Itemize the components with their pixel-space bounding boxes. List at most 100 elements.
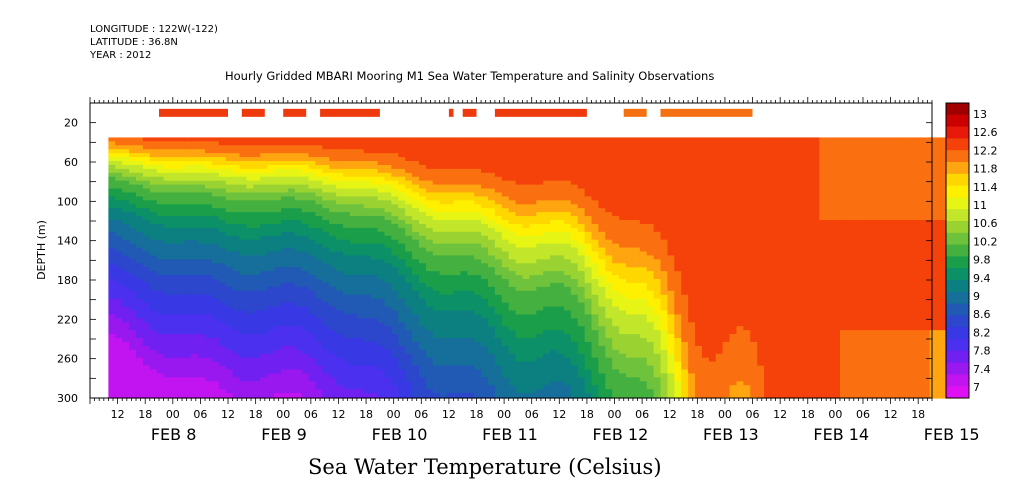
colorbar-swatch: [946, 374, 969, 387]
colorbar-label: 11.4: [973, 181, 998, 194]
colorbar-label: 11: [973, 199, 987, 212]
colorbar-label: 9.8: [973, 254, 991, 267]
x-tick-label: 18: [359, 408, 373, 421]
x-tick-label: 18: [801, 408, 815, 421]
colorbar-swatch: [946, 315, 969, 328]
colorbar-label: 8.2: [973, 326, 991, 339]
y-tick-label: 100: [57, 195, 78, 208]
colorbar-swatch: [946, 256, 969, 269]
x-tick-label: 06: [856, 408, 870, 421]
colorbar-label: 10.2: [973, 235, 998, 248]
colorbar-label: 12.6: [973, 126, 998, 139]
surface-data-bar: [320, 108, 380, 117]
x-tick-label: 00: [828, 408, 842, 421]
colorbar-swatch: [946, 185, 969, 198]
x-tick-label: 12: [663, 408, 677, 421]
colorbar-swatch: [946, 280, 969, 293]
colorbar-swatch: [946, 386, 969, 399]
surface-data-bar: [283, 108, 307, 117]
longitude-label: LONGITUDE : 122W(-122): [90, 24, 218, 35]
colorbar-swatch: [946, 221, 969, 234]
axes: 12 18 00 06 12 18 00 06 12 18 00 06 12 18 00 06 12 18 00 06…: [57, 97, 980, 444]
x-tick-label: 00: [718, 408, 732, 421]
colorbar-label: 9: [973, 290, 980, 303]
colorbar-swatch: [946, 291, 969, 305]
y-tick-label: 300: [57, 392, 78, 405]
colorbar-swatch: [946, 138, 969, 151]
colorbar-label: 11.8: [973, 163, 998, 176]
colorbar-swatch: [946, 232, 969, 246]
x-date-label: FEB 9: [261, 425, 307, 444]
colorbar-swatch: [946, 268, 969, 281]
x-tick-label: 06: [746, 408, 760, 421]
colorbar-label: 7.4: [973, 363, 991, 376]
x-tick-label: 06: [414, 408, 428, 421]
x-date-label: FEB 13: [703, 425, 759, 444]
footer-title: Sea Water Temperature (Celsius): [308, 455, 662, 479]
y-tick-label: 220: [57, 313, 78, 326]
latitude-label: LATITUDE : 36.8N: [90, 37, 178, 48]
x-tick-label: 00: [608, 408, 622, 421]
y-axis-label: DEPTH (m): [35, 220, 48, 280]
colorbar-swatch: [946, 350, 969, 364]
surface-data-bar: [494, 108, 587, 117]
x-tick-label: 06: [193, 408, 207, 421]
colorbar-swatch: [946, 173, 969, 187]
surface-bars: [159, 108, 753, 117]
y-tick-label: 20: [64, 117, 78, 130]
x-date-label: FEB 12: [593, 425, 649, 444]
surface-data-bar: [241, 108, 265, 117]
x-tick-label: 18: [580, 408, 594, 421]
x-date-label: FEB 15: [924, 425, 980, 444]
colorbar-swatch: [946, 126, 969, 139]
surface-data-bar: [660, 108, 753, 117]
colorbar-label: 12.2: [973, 144, 998, 157]
x-tick-label: 00: [497, 408, 511, 421]
x-tick-label: 06: [304, 408, 318, 421]
x-tick-label: 18: [911, 408, 925, 421]
colorbar-label: 7: [973, 381, 980, 394]
y-tick-label: 260: [57, 353, 78, 366]
y-tick-label: 180: [57, 274, 78, 287]
heatmap-area: [108, 137, 965, 399]
x-tick-label: 12: [442, 408, 456, 421]
colorbar-swatch: [946, 209, 969, 222]
x-date-label: FEB 14: [813, 425, 869, 444]
x-date-label: FEB 10: [372, 425, 428, 444]
x-date-label: FEB 11: [482, 425, 538, 444]
x-tick-label: 18: [138, 408, 152, 421]
x-tick-label: 18: [249, 408, 263, 421]
x-tick-label: 00: [276, 408, 290, 421]
colorbar-swatch: [946, 362, 969, 375]
x-tick-label: 18: [469, 408, 483, 421]
chart-title: Hourly Gridded MBARI Mooring M1 Sea Wate…: [225, 69, 715, 83]
y-tick-label: 140: [57, 235, 78, 248]
x-tick-label: 12: [111, 408, 125, 421]
x-date-label: FEB 8: [151, 425, 197, 444]
colorbar-label: 8.6: [973, 308, 991, 321]
year-label: YEAR : 2012: [90, 50, 152, 61]
colorbar-swatch: [946, 303, 969, 316]
x-tick-label: 00: [387, 408, 401, 421]
surface-data-bar: [462, 108, 477, 117]
colorbar-swatch: [946, 339, 969, 352]
surface-data-bar: [623, 108, 647, 117]
colorbar-frame: [945, 102, 970, 399]
x-tick-label: 00: [166, 408, 180, 421]
colorbar-swatch: [946, 197, 969, 210]
x-tick-label: 12: [773, 408, 787, 421]
colorbar-label: 7.8: [973, 345, 991, 358]
x-tick-label: 12: [221, 408, 235, 421]
colorbar-swatch: [946, 327, 969, 340]
colorbar-swatch: [946, 244, 969, 257]
x-tick-label: 18: [690, 408, 704, 421]
x-tick-label: 06: [525, 408, 539, 421]
colorbar-swatch: [946, 114, 969, 128]
plot-frame: [89, 102, 933, 399]
x-tick-label: 12: [552, 408, 566, 421]
colorbar-swatch: [946, 150, 969, 163]
y-tick-label: 60: [64, 156, 78, 169]
colorbar-swatch: [946, 103, 969, 116]
surface-data-bar: [159, 108, 228, 117]
